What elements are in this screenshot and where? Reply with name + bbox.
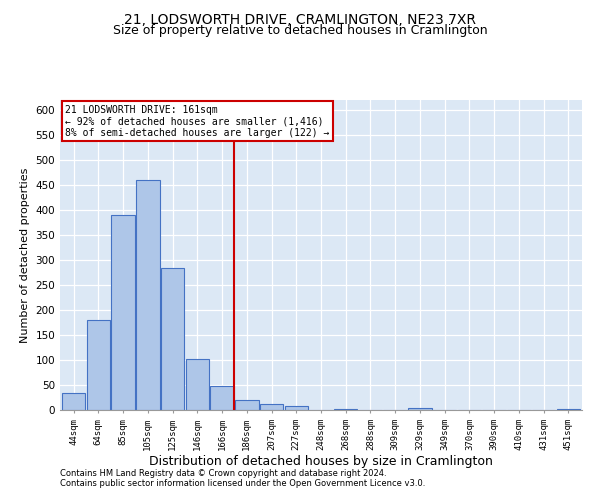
X-axis label: Distribution of detached houses by size in Cramlington: Distribution of detached houses by size … [149, 456, 493, 468]
Text: 21, LODSWORTH DRIVE, CRAMLINGTON, NE23 7XR: 21, LODSWORTH DRIVE, CRAMLINGTON, NE23 7… [124, 12, 476, 26]
Bar [408, 408, 432, 410]
Text: Contains HM Land Registry data © Crown copyright and database right 2024.: Contains HM Land Registry data © Crown c… [60, 468, 386, 477]
Text: Size of property relative to detached houses in Cramlington: Size of property relative to detached ho… [113, 24, 487, 37]
Text: 21 LODSWORTH DRIVE: 161sqm
← 92% of detached houses are smaller (1,416)
8% of se: 21 LODSWORTH DRIVE: 161sqm ← 92% of deta… [65, 104, 329, 138]
Text: Contains public sector information licensed under the Open Government Licence v3: Contains public sector information licen… [60, 478, 425, 488]
Bar [112, 215, 135, 410]
Bar [235, 400, 259, 410]
Bar [284, 406, 308, 410]
Bar [185, 358, 209, 410]
Bar [136, 180, 160, 410]
Bar [334, 408, 358, 410]
Bar [161, 268, 184, 410]
Bar [62, 392, 85, 410]
Bar [260, 404, 283, 410]
Bar [86, 320, 110, 410]
Y-axis label: Number of detached properties: Number of detached properties [20, 168, 30, 342]
Bar [557, 408, 580, 410]
Bar [210, 386, 234, 410]
